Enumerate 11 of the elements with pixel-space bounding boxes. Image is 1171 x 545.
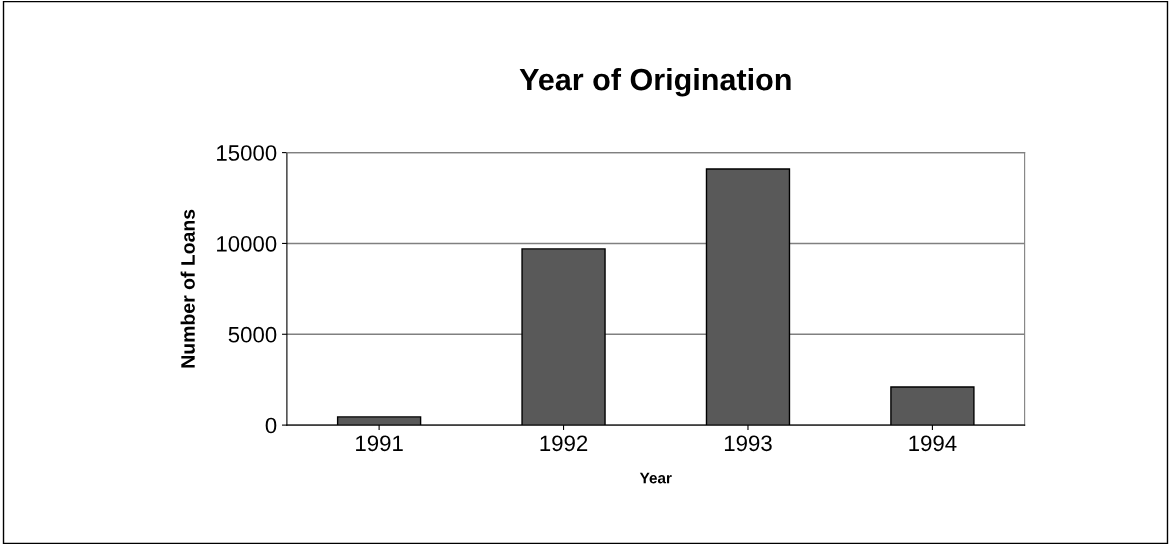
y-axis-title: Number of Loans [180, 209, 195, 368]
x-tick-label: 1994 [909, 435, 957, 452]
y-tick-label: 15000 [217, 145, 277, 161]
y-tick-label: 0 [265, 417, 277, 434]
y-tick-label: 5000 [228, 326, 277, 343]
y-tick-label: 10000 [217, 235, 277, 252]
chart-title: Year of Origination [519, 67, 791, 97]
x-tick-label: 1992 [540, 435, 588, 452]
x-tick-label: 1991 [356, 435, 403, 452]
x-axis-title: Year [639, 472, 672, 484]
x-tick-label: 1993 [724, 435, 772, 452]
